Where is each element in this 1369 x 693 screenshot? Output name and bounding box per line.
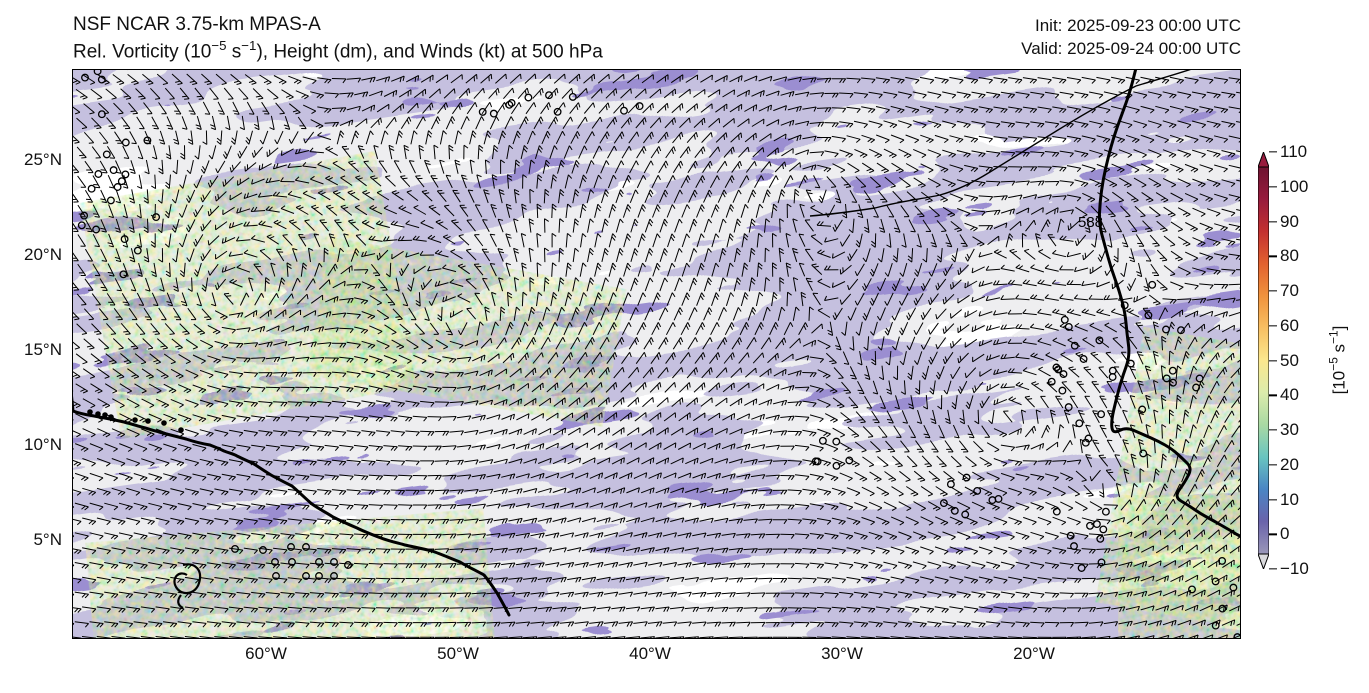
svg-text:588: 588 <box>1078 214 1103 231</box>
